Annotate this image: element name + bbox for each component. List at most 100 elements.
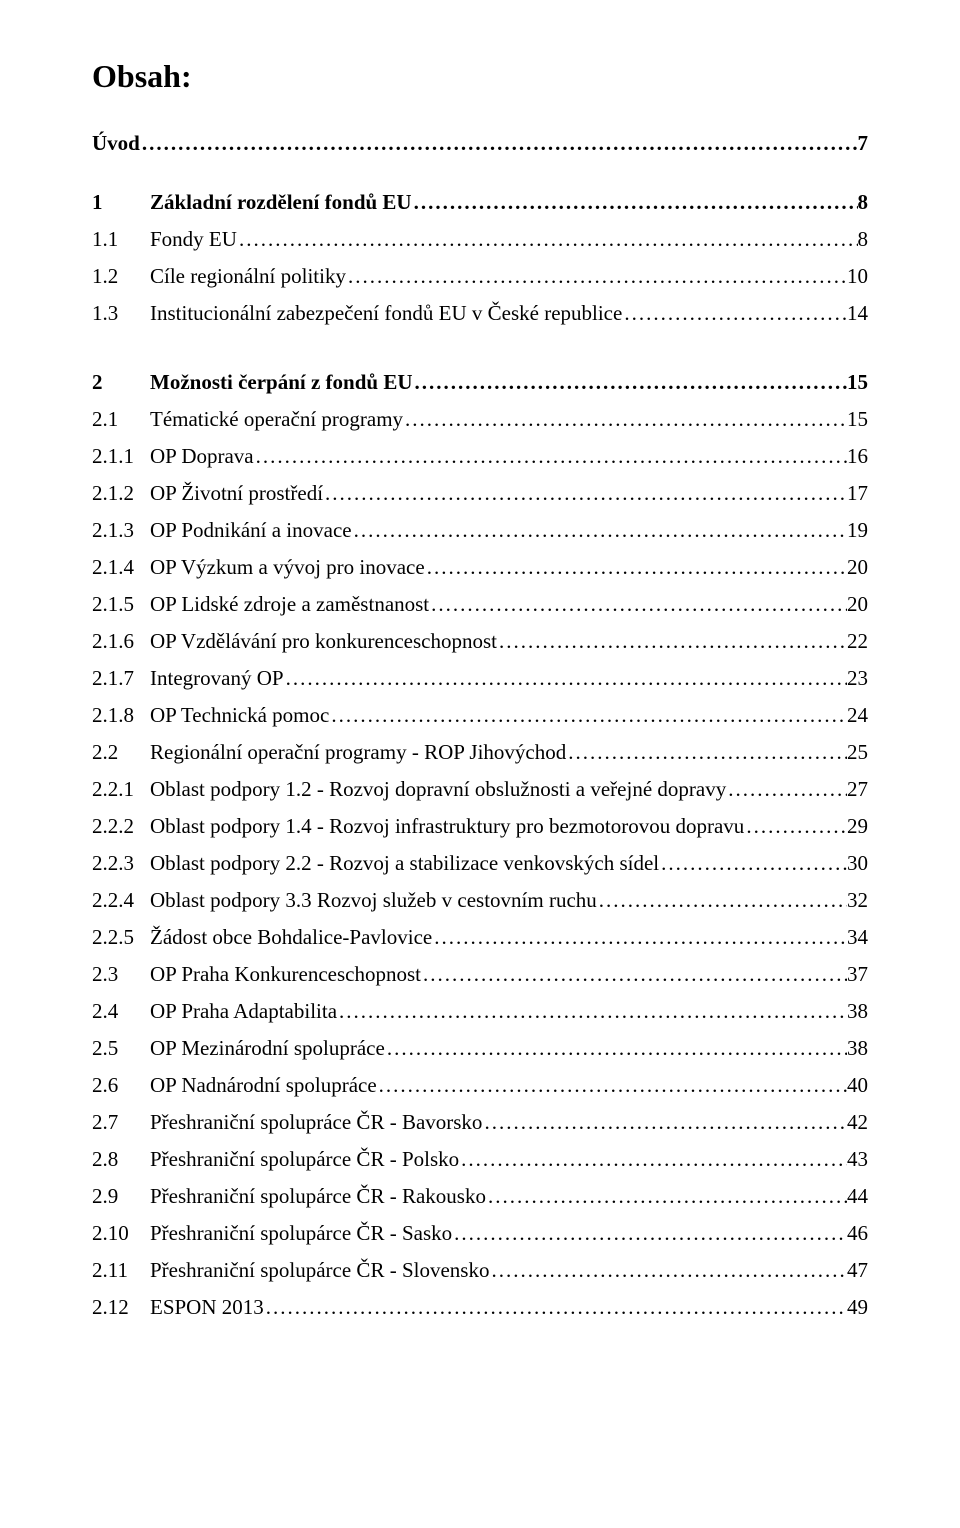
toc-page: 32 (847, 888, 868, 913)
dot-leader: ........................................… (237, 227, 858, 252)
dot-leader: ........................................… (497, 629, 847, 654)
toc-page: 38 (847, 999, 868, 1024)
toc-label: OP Podnikání a inovace (150, 518, 352, 543)
toc-label: Fondy EU (150, 227, 237, 252)
toc-row: 2.7Přeshraniční spolupráce ČR - Bavorsko… (92, 1110, 868, 1135)
toc-label: Institucionální zabezpečení fondů EU v Č… (150, 301, 622, 326)
dot-leader: ........................................… (323, 481, 847, 506)
toc-label: Oblast podpory 1.4 - Rozvoj infrastruktu… (150, 814, 744, 839)
toc-label: OP Doprava (150, 444, 254, 469)
toc-number: 2.2.5 (92, 925, 150, 950)
dot-leader: ........................................… (284, 666, 847, 691)
dot-leader: ........................................… (385, 1036, 847, 1061)
toc-page: 47 (847, 1258, 868, 1283)
toc-row: 2.4OP Praha Adaptabilita................… (92, 999, 868, 1024)
toc-row: 2.2.3Oblast podpory 2.2 - Rozvoj a stabi… (92, 851, 868, 876)
toc-number: 2.10 (92, 1221, 150, 1246)
toc-row: 2.2.2Oblast podpory 1.4 - Rozvoj infrast… (92, 814, 868, 839)
toc-label: OP Vzdělávání pro konkurenceschopnost (150, 629, 497, 654)
toc-number: 2.6 (92, 1073, 150, 1098)
toc-page: 20 (847, 555, 868, 580)
dot-leader: ........................................… (459, 1147, 847, 1172)
toc-page: 38 (847, 1036, 868, 1061)
toc-row: 1.3 Institucionální zabezpečení fondů EU… (92, 301, 868, 326)
toc-number: 2.3 (92, 962, 150, 987)
toc-number: 1 (92, 190, 150, 215)
toc-number: 2.7 (92, 1110, 150, 1135)
toc-page: 25 (847, 740, 868, 765)
toc-number: 2.1.5 (92, 592, 150, 617)
dot-leader: ........................................… (254, 444, 847, 469)
toc-row: 1.1 Fondy EU ...........................… (92, 227, 868, 252)
dot-leader: ........................................… (622, 301, 847, 326)
toc-row: 2.1.3OP Podnikání a inovace.............… (92, 518, 868, 543)
dot-leader: ........................................… (566, 740, 847, 765)
dot-leader: ........................................… (346, 264, 847, 289)
toc-label: Tématické operační programy (150, 407, 403, 432)
toc-row: 2.6OP Nadnárodní spolupráce.............… (92, 1073, 868, 1098)
toc-page: 29 (847, 814, 868, 839)
toc-number: 1.1 (92, 227, 150, 252)
toc-number: 2.12 (92, 1295, 150, 1320)
toc-label: Přeshraniční spolupárce ČR - Polsko (150, 1147, 459, 1172)
toc-number: 2.1.1 (92, 444, 150, 469)
toc-number: 2.4 (92, 999, 150, 1024)
toc-label: OP Mezinárodní spolupráce (150, 1036, 385, 1061)
toc-number: 2.1.2 (92, 481, 150, 506)
toc-row: 2.1.5OP Lidské zdroje a zaměstnanost....… (92, 592, 868, 617)
dot-leader: ........................................… (413, 370, 848, 395)
toc-row: 2.1.6OP Vzdělávání pro konkurenceschopno… (92, 629, 868, 654)
dot-leader: ........................................… (337, 999, 847, 1024)
toc-label: Úvod (92, 131, 140, 156)
toc-label: Cíle regionální politiky (150, 264, 346, 289)
dot-leader: ........................................… (489, 1258, 847, 1283)
toc-number: 1.2 (92, 264, 150, 289)
toc-label: OP Výzkum a vývoj pro inovace (150, 555, 425, 580)
toc-label: OP Technická pomoc (150, 703, 329, 728)
toc-number: 1.3 (92, 301, 150, 326)
toc-row: 2.2.1Oblast podpory 1.2 - Rozvoj dopravn… (92, 777, 868, 802)
dot-leader: ........................................… (452, 1221, 847, 1246)
toc-page: 14 (847, 301, 868, 326)
dot-leader: ........................................… (659, 851, 847, 876)
toc-row: 2.2.5Žádost obce Bohdalice-Pavlovice....… (92, 925, 868, 950)
toc-row: 2.10Přeshraniční spolupárce ČR - Sasko..… (92, 1221, 868, 1246)
toc-row: 2.12ESPON 2013..........................… (92, 1295, 868, 1320)
toc-number: 2.1 (92, 407, 150, 432)
toc-label: Žádost obce Bohdalice-Pavlovice (150, 925, 432, 950)
toc-row: 2.2.4Oblast podpory 3.3 Rozvoj služeb v … (92, 888, 868, 913)
toc-label: ESPON 2013 (150, 1295, 264, 1320)
toc-number: 2.2.1 (92, 777, 150, 802)
toc-page: 43 (847, 1147, 868, 1172)
toc-row: 2.8Přeshraniční spolupárce ČR - Polsko..… (92, 1147, 868, 1172)
dot-leader: ........................................… (597, 888, 847, 913)
toc-page: 44 (847, 1184, 868, 1209)
toc-page: 42 (847, 1110, 868, 1135)
toc-label: Možnosti čerpání z fondů EU (150, 370, 413, 395)
toc-number: 2.2.3 (92, 851, 150, 876)
dot-leader: ........................................… (412, 190, 858, 215)
dot-leader: ........................................… (140, 131, 858, 156)
toc-page: 37 (847, 962, 868, 987)
dot-leader: ........................................… (726, 777, 847, 802)
toc-page: 15 (847, 407, 868, 432)
toc-page: 15 (847, 370, 868, 395)
toc-number: 2.1.7 (92, 666, 150, 691)
toc-row: 1.2 Cíle regionální politiky ...........… (92, 264, 868, 289)
dot-leader: ........................................… (264, 1295, 847, 1320)
toc-page: 46 (847, 1221, 868, 1246)
toc-section-1: 1 Základní rozdělení fondů EU ..........… (92, 190, 868, 215)
dot-leader: ........................................… (329, 703, 847, 728)
dot-leader: ........................................… (482, 1110, 847, 1135)
toc-number: 2.2.2 (92, 814, 150, 839)
toc-row: 2.1.1OP Doprava.........................… (92, 444, 868, 469)
toc-label: OP Praha Konkurenceschopnost (150, 962, 421, 987)
toc-label: OP Lidské zdroje a zaměstnanost (150, 592, 429, 617)
toc-page: 20 (847, 592, 868, 617)
toc-label: Přeshraniční spolupárce ČR - Slovensko (150, 1258, 489, 1283)
toc-row: 2.9Přeshraniční spolupárce ČR - Rakousko… (92, 1184, 868, 1209)
toc-label: Regionální operační programy - ROP Jihov… (150, 740, 566, 765)
toc-number: 2.9 (92, 1184, 150, 1209)
toc-page: 30 (847, 851, 868, 876)
toc-page: 8 (858, 227, 869, 252)
